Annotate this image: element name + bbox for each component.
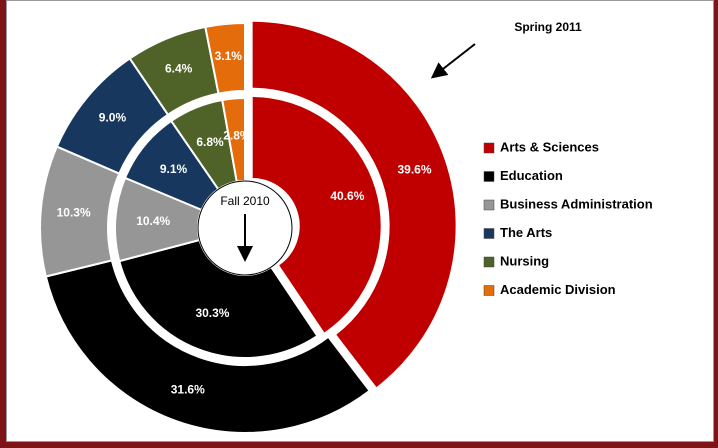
- data-label: 3.1%: [215, 49, 243, 63]
- legend-swatch: [483, 256, 495, 268]
- legend-label: The Arts: [500, 225, 552, 240]
- legend-label: Education: [500, 168, 563, 183]
- legend-label: Business Administration: [500, 196, 653, 211]
- outer-ring-annotation: Spring 2011: [514, 20, 582, 34]
- legend-swatch: [483, 171, 495, 182]
- data-label: 2.8%: [223, 129, 251, 143]
- legend-swatch: [483, 228, 495, 239]
- slice: [204, 21, 246, 95]
- legend-swatch: [483, 142, 495, 154]
- data-label: 40.6%: [330, 189, 364, 203]
- data-label: 10.3%: [57, 206, 91, 220]
- inner-ring-annotation: Fall 2010: [220, 194, 270, 208]
- legend-swatch: [483, 285, 495, 296]
- data-label: 39.6%: [398, 163, 432, 177]
- data-label: 31.6%: [171, 382, 205, 396]
- data-label: 10.4%: [136, 214, 170, 228]
- data-label: 9.1%: [160, 162, 188, 176]
- data-label: 6.4%: [165, 61, 193, 75]
- rings: [39, 19, 458, 434]
- data-label: 6.8%: [196, 135, 224, 149]
- legend-label: Academic Division: [500, 282, 616, 297]
- data-label: 9.0%: [99, 111, 127, 125]
- data-label: 30.3%: [195, 306, 229, 320]
- slice: [250, 19, 458, 390]
- legend-swatch: [483, 199, 495, 211]
- legend-label: Nursing: [500, 253, 549, 268]
- slice: [250, 94, 383, 336]
- legend-label: Arts & Sciences: [500, 139, 599, 154]
- outer-arrow: [430, 43, 476, 79]
- slice: [44, 259, 372, 434]
